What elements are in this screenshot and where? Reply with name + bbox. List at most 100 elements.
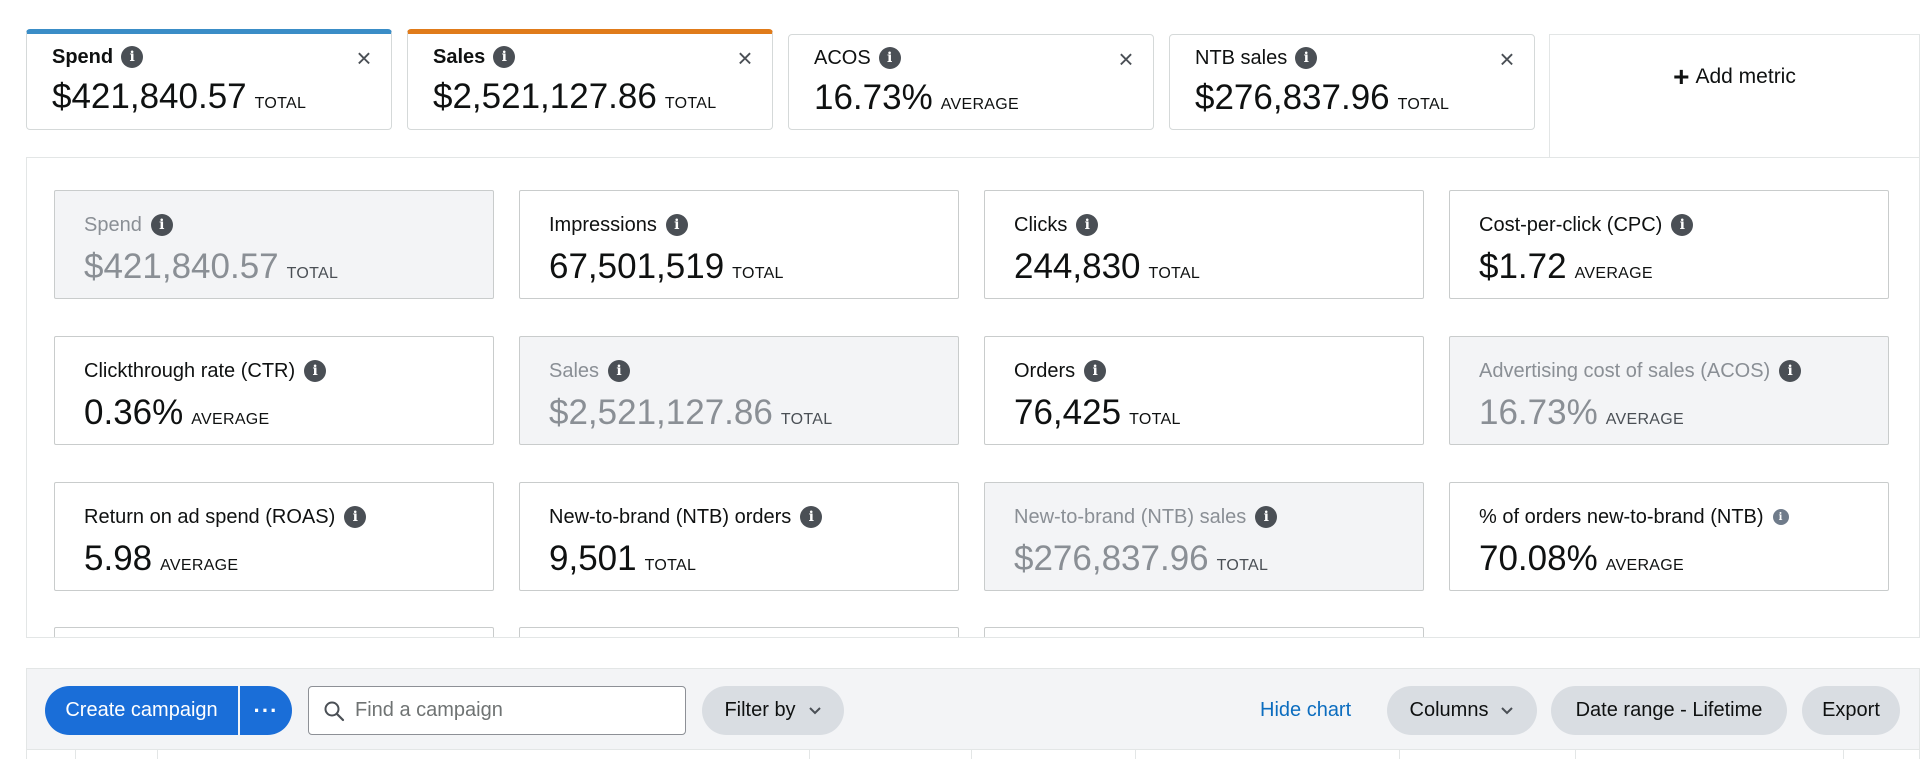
close-icon[interactable]: × xyxy=(1499,44,1515,74)
info-icon[interactable]: i xyxy=(1295,47,1318,69)
metric-name: % of orders new-to-brand (NTB) xyxy=(1479,505,1764,528)
selected-metric-acos[interactable]: ACOS i 16.73% AVERAGE × xyxy=(788,34,1154,130)
info-icon[interactable]: i xyxy=(1255,506,1278,528)
info-icon[interactable]: i xyxy=(1076,214,1099,236)
info-icon[interactable]: i xyxy=(665,214,688,236)
selected-metric-sales[interactable]: Sales i $2,521,127.86 TOTAL × xyxy=(407,29,773,130)
metric-card-impressions[interactable]: Impressions i 67,501,519 TOTAL xyxy=(519,190,959,299)
metric-name: New-to-brand (NTB) orders xyxy=(549,505,792,528)
column-divider xyxy=(157,750,158,759)
metric-value: $1.72 xyxy=(1479,247,1567,286)
metric-name: Sales xyxy=(433,45,486,68)
metric-value: 9,501 xyxy=(549,539,637,578)
metric-value: 16.73% xyxy=(1479,393,1598,432)
chevron-down-icon xyxy=(1501,706,1514,714)
metric-unit: TOTAL xyxy=(1129,411,1181,428)
info-icon[interactable]: i xyxy=(800,506,823,528)
metric-card-spend[interactable]: Spend i $421,840.57 TOTAL xyxy=(54,190,494,299)
campaign-toolbar: Create campaign ··· Filter by Hide chart… xyxy=(26,668,1920,750)
info-icon[interactable]: i xyxy=(878,47,901,69)
metric-value: 244,830 xyxy=(1014,247,1141,286)
metric-unit: TOTAL xyxy=(1397,96,1450,113)
metric-name: Cost-per-click (CPC) xyxy=(1479,213,1663,236)
metric-card-ctr[interactable]: Clickthrough rate (CTR) i 0.36% AVERAGE xyxy=(54,336,494,445)
search-icon xyxy=(324,701,345,721)
hide-chart-link[interactable]: Hide chart xyxy=(1260,699,1352,721)
metric-card-partial[interactable] xyxy=(54,627,494,637)
metric-value: $421,840.57 xyxy=(52,77,247,116)
metric-value: 70.08% xyxy=(1479,539,1598,578)
info-icon[interactable]: i xyxy=(304,360,327,382)
metric-picker-panel: Spend i $421,840.57 TOTAL Impressions i 67,… xyxy=(26,157,1920,638)
metric-card-sales[interactable]: Sales i $2,521,127.86 TOTAL xyxy=(519,336,959,445)
selected-metric-ntb-sales[interactable]: NTB sales i $276,837.96 TOTAL × xyxy=(1169,34,1535,130)
metric-unit: TOTAL xyxy=(664,95,717,112)
metric-name: Advertising cost of sales (ACOS) xyxy=(1479,359,1771,382)
metric-value: 0.36% xyxy=(84,393,184,432)
metric-unit: TOTAL xyxy=(1216,557,1269,574)
column-divider xyxy=(1575,750,1576,759)
more-options-button[interactable]: ··· xyxy=(240,686,292,735)
info-icon[interactable]: i xyxy=(1084,360,1107,382)
column-divider xyxy=(1135,750,1136,759)
metric-value: 76,425 xyxy=(1014,393,1122,432)
metric-card-partial[interactable] xyxy=(984,627,1424,637)
metric-unit: AVERAGE xyxy=(1574,265,1653,282)
metric-card-ntb-orders[interactable]: New-to-brand (NTB) orders i 9,501 TOTAL xyxy=(519,482,959,591)
column-divider xyxy=(971,750,972,759)
metric-value: 16.73% xyxy=(814,78,933,117)
info-icon[interactable]: i xyxy=(1779,360,1802,382)
close-icon[interactable]: × xyxy=(356,43,372,73)
add-metric-button[interactable]: + Add metric xyxy=(1549,34,1920,158)
info-icon[interactable]: i xyxy=(344,506,367,528)
metric-name: Return on ad spend (ROAS) xyxy=(84,505,336,528)
filter-by-dropdown[interactable]: Filter by xyxy=(702,686,844,735)
plus-icon: + xyxy=(1673,60,1690,92)
search-input[interactable] xyxy=(355,699,665,722)
campaign-search[interactable] xyxy=(308,686,686,735)
selected-metric-spend[interactable]: Spend i $421,840.57 TOTAL × xyxy=(26,29,392,130)
info-icon[interactable]: i xyxy=(1772,509,1789,525)
date-range-button[interactable]: Date range - Lifetime xyxy=(1551,686,1787,735)
metric-value: $2,521,127.86 xyxy=(433,77,657,116)
metric-name: Spend xyxy=(52,45,114,68)
metric-card-roas[interactable]: Return on ad spend (ROAS) i 5.98 AVERAGE xyxy=(54,482,494,591)
metric-unit: AVERAGE xyxy=(191,411,270,428)
metric-unit: TOTAL xyxy=(732,265,784,282)
metric-name: Clickthrough rate (CTR) xyxy=(84,359,296,382)
metric-name: Sales xyxy=(549,359,600,382)
metric-unit: TOTAL xyxy=(644,557,697,574)
metric-card-ntb-sales[interactable]: New-to-brand (NTB) sales i $276,837.96 TOT… xyxy=(984,482,1424,591)
metric-card-cpc[interactable]: Cost-per-click (CPC) i $1.72 AVERAGE xyxy=(1449,190,1889,299)
info-icon[interactable]: i xyxy=(493,46,516,68)
metric-name: Orders xyxy=(1014,359,1076,382)
info-icon[interactable]: i xyxy=(608,360,631,382)
metric-value: 5.98 xyxy=(84,539,153,578)
metric-unit: AVERAGE xyxy=(160,557,239,574)
metric-value: $2,521,127.86 xyxy=(549,393,773,432)
export-button[interactable]: Export xyxy=(1802,686,1900,735)
metric-name: NTB sales xyxy=(1195,46,1288,69)
metric-card-ntb-order-pct[interactable]: % of orders new-to-brand (NTB) i 70.08% AV… xyxy=(1449,482,1889,591)
metric-card-partial[interactable] xyxy=(519,627,959,637)
column-divider xyxy=(1843,750,1844,759)
info-icon[interactable]: i xyxy=(121,46,144,68)
metric-unit: TOTAL xyxy=(254,95,307,112)
info-icon[interactable]: i xyxy=(150,214,173,236)
metric-card-acos[interactable]: Advertising cost of sales (ACOS) i 16.73%… xyxy=(1449,336,1889,445)
metric-unit: TOTAL xyxy=(780,411,833,428)
metric-card-orders[interactable]: Orders i 76,425 TOTAL xyxy=(984,336,1424,445)
metric-value: $421,840.57 xyxy=(84,247,279,286)
column-divider xyxy=(809,750,810,759)
metric-name: Clicks xyxy=(1014,213,1068,236)
column-divider xyxy=(75,750,76,759)
create-campaign-button[interactable]: Create campaign xyxy=(45,686,238,735)
info-icon[interactable]: i xyxy=(1671,214,1694,236)
columns-dropdown[interactable]: Columns xyxy=(1387,686,1537,735)
metric-card-clicks[interactable]: Clicks i 244,830 TOTAL xyxy=(984,190,1424,299)
metric-value: $276,837.96 xyxy=(1014,539,1209,578)
metric-unit: TOTAL xyxy=(1148,265,1201,282)
close-icon[interactable]: × xyxy=(737,43,753,73)
close-icon[interactable]: × xyxy=(1118,44,1134,74)
metric-unit: TOTAL xyxy=(286,265,339,282)
